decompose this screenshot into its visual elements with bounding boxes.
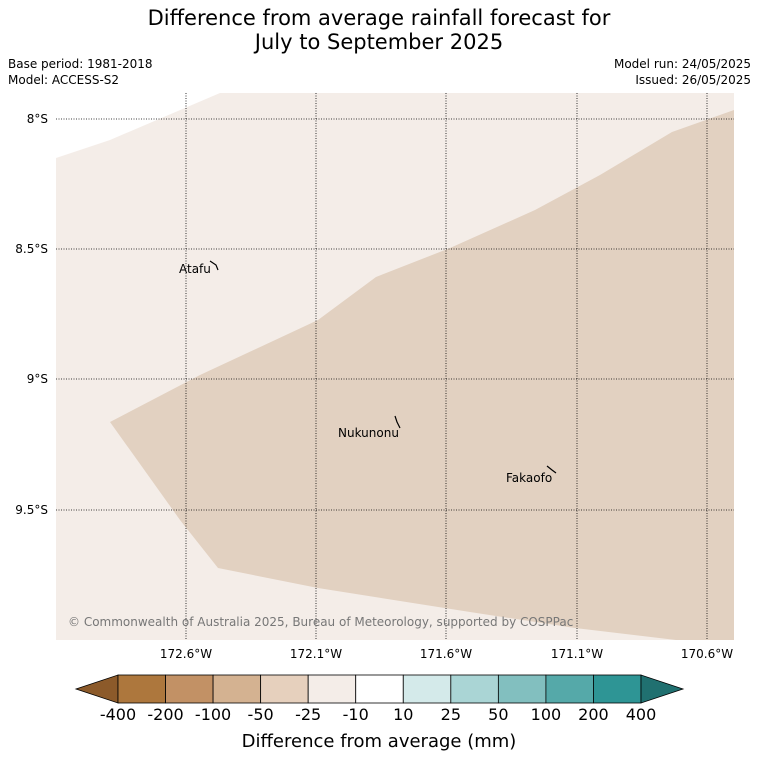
graticule (56, 93, 734, 640)
lon-label: 170.6°W (681, 647, 733, 661)
colorbar-tick-label: -100 (194, 705, 232, 724)
title-line-2: July to September 2025 (254, 30, 504, 54)
colorbar-tick-label: 100 (530, 705, 562, 724)
base-period: Base period: 1981-2018 (8, 57, 153, 71)
colorbar-tick-label: 400 (625, 705, 657, 724)
colorbar-tick-label: 50 (488, 705, 509, 724)
colorbar-tick-label: -400 (99, 705, 137, 724)
lat-label: 9°S (27, 372, 48, 386)
title-line-1: Difference from average rainfall forecas… (147, 6, 611, 30)
colorbar-swatch (165, 674, 214, 704)
atafu-atoll (209, 260, 219, 271)
colorbar-swatch (450, 674, 499, 704)
lat-label: 8°S (27, 112, 48, 126)
colorbar-tick-label: -10 (342, 705, 369, 724)
colorbar-swatch (355, 674, 404, 704)
colorbar-tick-label: -50 (247, 705, 274, 724)
colorbar (74, 674, 685, 704)
lat-label: 8.5°S (15, 242, 48, 256)
lon-label: 172.1°W (290, 647, 342, 661)
colorbar-arrow-right (640, 674, 685, 704)
model-run: Model run: 24/05/2025 (613, 57, 751, 71)
place-label-nukunonu: Nukunonu (338, 426, 399, 440)
colorbar-tick-label: 200 (578, 705, 609, 724)
lat-label: 9.5°S (15, 503, 48, 517)
colorbar-swatch (497, 674, 547, 704)
colorbar-swatch (545, 674, 594, 704)
colorbar-swatch (117, 674, 166, 704)
issued-date: Issued: 26/05/2025 (635, 73, 751, 87)
colorbar-tick-label: -200 (147, 705, 184, 724)
colorbar-swatch (260, 674, 309, 704)
lon-label: 171.1°W (551, 647, 603, 661)
colorbar-title: Difference from average (mm) (241, 731, 517, 752)
copyright-notice: © Commonwealth of Australia 2025, Bureau… (68, 615, 573, 629)
colorbar-swatch (307, 674, 357, 704)
fakaofo-atoll (546, 465, 557, 474)
lon-label: 171.6°W (420, 647, 472, 661)
colorbar-swatch (593, 674, 642, 704)
colorbar-swatch (212, 674, 262, 704)
region-dark (110, 110, 734, 640)
colorbar-tick-label: 25 (440, 705, 461, 724)
place-label-atafu: Atafu (179, 262, 211, 276)
colorbar-arrow-left (74, 674, 119, 704)
model-name: Model: ACCESS-S2 (8, 73, 120, 87)
colorbar-tick-label: 10 (393, 705, 414, 724)
nukunonu-atoll (394, 415, 401, 429)
colorbar-swatch (402, 674, 452, 704)
place-label-fakaofo: Fakaofo (506, 471, 552, 485)
colorbar-tick-label: -25 (295, 705, 322, 724)
lon-label: 172.6°W (160, 647, 212, 661)
